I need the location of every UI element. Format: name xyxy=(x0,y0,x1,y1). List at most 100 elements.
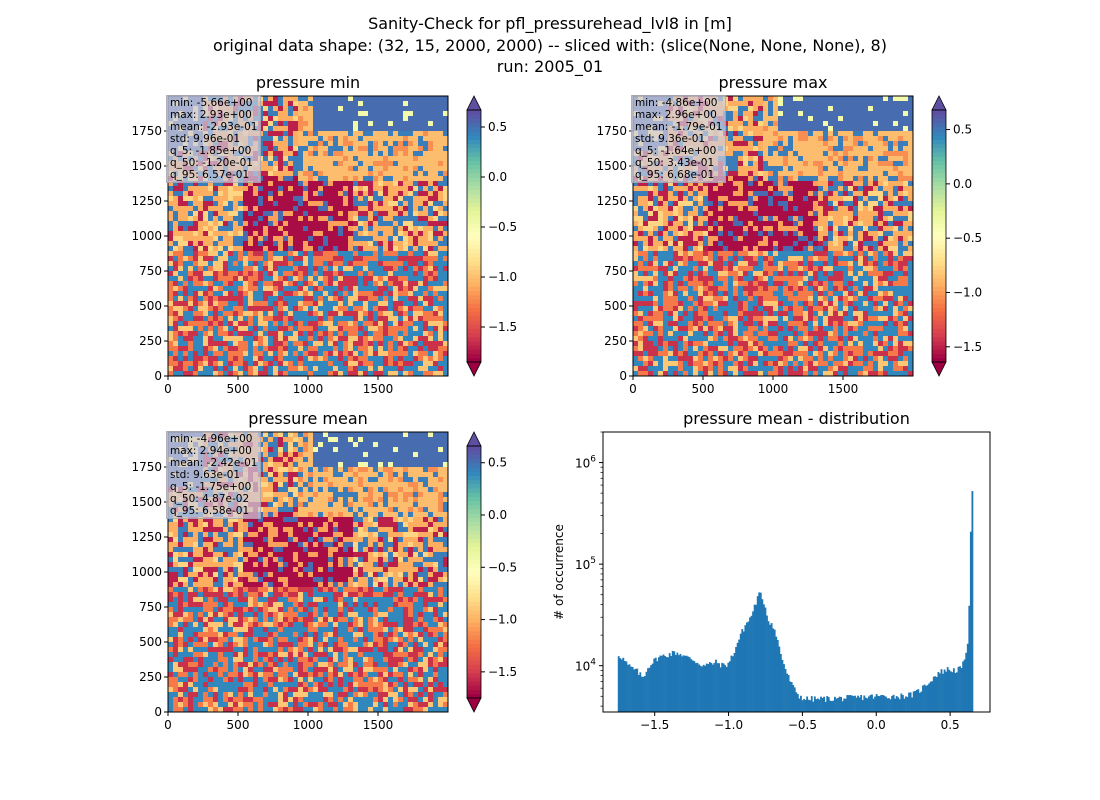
y-tick-label: 250 xyxy=(139,670,162,684)
suptitle-line-2: original data shape: (32, 15, 2000, 2000… xyxy=(213,36,887,55)
histogram-bar xyxy=(796,694,799,712)
histogram-bar xyxy=(631,666,634,712)
stats-line: q_95: 6.68e-01 xyxy=(635,169,715,181)
histogram-bar xyxy=(779,653,782,712)
histogram-bar xyxy=(965,652,968,712)
histogram-bar xyxy=(849,695,852,712)
histogram-bar xyxy=(934,676,937,712)
histogram-bar xyxy=(752,611,754,712)
colorbar-extend-min xyxy=(466,361,482,377)
histogram-bar xyxy=(854,695,856,712)
stats-line: min: -4.96e+00 xyxy=(170,433,253,445)
histogram-bar xyxy=(674,654,677,712)
y-tick-label: 104 xyxy=(575,658,596,674)
histogram-bar xyxy=(773,629,776,712)
histogram-bar xyxy=(622,657,625,712)
stats-line: q_95: 6.58e-01 xyxy=(170,505,250,517)
panel-title: pressure mean xyxy=(248,409,368,428)
histogram-bar xyxy=(946,667,949,712)
histogram-bar xyxy=(837,697,839,712)
histogram-bar xyxy=(917,689,920,712)
histogram-bar xyxy=(693,661,696,712)
histogram-bar xyxy=(679,653,682,712)
histogram-bar xyxy=(818,699,821,712)
histogram-bar xyxy=(815,699,818,712)
stats-line: q_5: -1.75e+00 xyxy=(170,481,252,493)
histogram-bar xyxy=(664,655,666,712)
histogram-bar xyxy=(645,671,648,712)
colorbar-frame xyxy=(931,109,947,363)
y-tick-label: 1500 xyxy=(596,159,627,173)
y-tick-label: 750 xyxy=(604,264,627,278)
histogram-bar xyxy=(711,664,714,712)
stats-box-pressure-min: min: -5.66e+00 max: 2.93e+00 mean: -2.93e-… xyxy=(166,95,262,183)
histogram-bar xyxy=(918,692,921,712)
histogram-bar xyxy=(755,604,758,712)
histogram-bar xyxy=(881,695,884,712)
panel-title: pressure mean - distribution xyxy=(683,409,910,428)
histogram-bar xyxy=(943,669,946,712)
histogram-bar xyxy=(673,651,676,712)
histogram-bar xyxy=(733,652,736,712)
panel-title: pressure min xyxy=(256,73,360,92)
histogram-bar xyxy=(951,672,954,712)
y-tick-label: 105 xyxy=(575,556,596,572)
histogram-bar xyxy=(884,696,887,712)
histogram-bar xyxy=(871,694,873,712)
histogram-bar xyxy=(786,673,788,712)
histogram-bar xyxy=(708,662,711,712)
histogram-bar xyxy=(656,661,659,712)
histogram-bar xyxy=(813,696,816,712)
colorbar-extend-min xyxy=(931,361,947,377)
colorbar-tick-label: −1.5 xyxy=(953,340,982,354)
stats-line: min: -4.86e+00 xyxy=(635,97,718,109)
x-tick-label: 1000 xyxy=(758,382,789,396)
y-tick-label: 1750 xyxy=(596,124,627,138)
histogram-bar xyxy=(949,671,952,712)
histogram-bar xyxy=(897,697,900,712)
histogram-bar xyxy=(901,695,904,712)
histogram-bar xyxy=(939,673,941,712)
y-tick-label: 500 xyxy=(139,635,162,649)
histogram-bar xyxy=(935,677,938,712)
histogram-bar xyxy=(642,676,645,712)
colorbar-tick-label: −0.5 xyxy=(953,231,982,245)
histogram-bar xyxy=(667,657,670,712)
histogram-bar xyxy=(792,685,795,712)
histogram-bar xyxy=(954,672,957,712)
histogram-bar xyxy=(891,695,893,712)
histogram-bar xyxy=(827,697,830,712)
histogram-bar xyxy=(628,664,631,712)
histogram-bar xyxy=(722,663,725,712)
histogram-bar xyxy=(826,696,829,712)
histogram-bar xyxy=(732,656,734,712)
histogram-bar xyxy=(803,698,805,712)
histogram-bar xyxy=(657,657,660,712)
stats-line: max: 2.93e+00 xyxy=(170,109,252,121)
histogram-bar xyxy=(783,664,785,712)
histogram-bar xyxy=(727,662,730,712)
histogram-bar xyxy=(903,698,906,712)
histogram-bar xyxy=(846,695,849,712)
stats-line: q_5: -1.85e+00 xyxy=(170,145,252,157)
histogram-bar xyxy=(639,672,642,712)
histogram-bar xyxy=(858,697,861,712)
colorbar-tick-label: −1.5 xyxy=(488,320,517,334)
histogram-bar xyxy=(767,621,770,712)
stats-box-pressure-mean: min: -4.96e+00 max: 2.94e+00 mean: -2.42e-… xyxy=(166,431,262,519)
y-tick-label: 1750 xyxy=(131,460,162,474)
histogram-bar xyxy=(888,698,890,712)
histogram-bar xyxy=(857,695,860,712)
histogram-bar xyxy=(687,656,690,712)
histogram-bar xyxy=(662,654,665,712)
histogram-bar xyxy=(957,666,960,712)
x-tick-label: 0.0 xyxy=(867,718,886,732)
y-tick-label: 0 xyxy=(154,705,162,719)
x-tick-label: 1500 xyxy=(363,718,394,732)
y-tick-label: 1000 xyxy=(131,565,162,579)
histogram-bar xyxy=(820,696,822,712)
histogram-bar xyxy=(937,672,940,712)
histogram-bar xyxy=(866,698,869,712)
x-tick-label: 1500 xyxy=(828,382,859,396)
